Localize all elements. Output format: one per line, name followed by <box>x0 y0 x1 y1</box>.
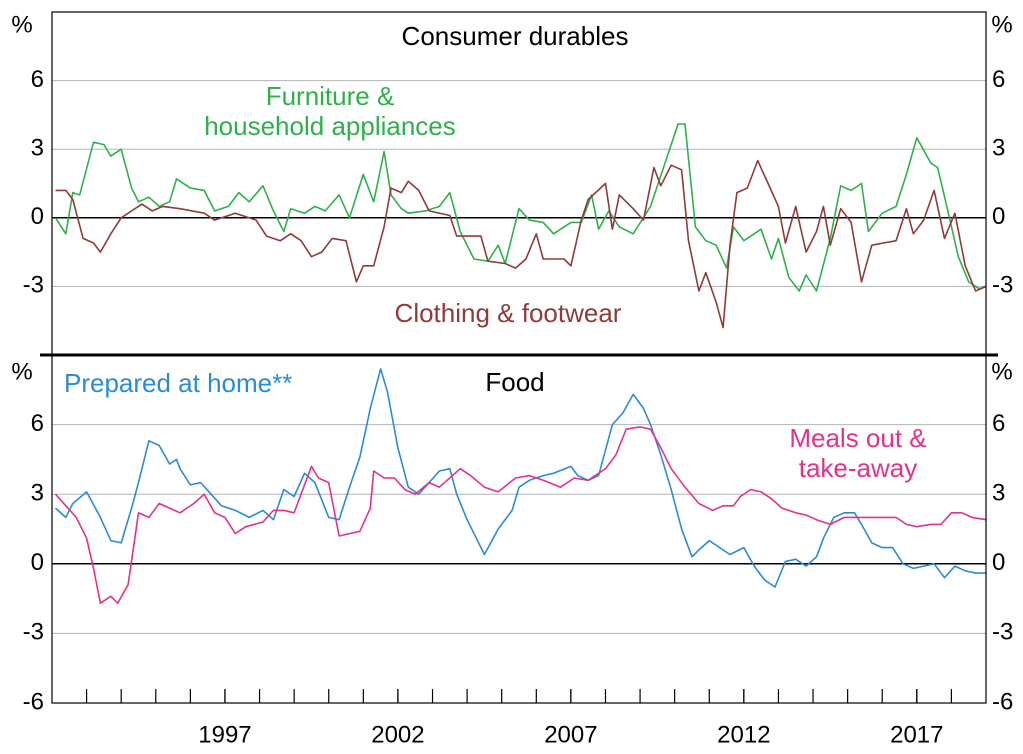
series-label: Furniture & household appliances <box>204 81 456 141</box>
series-label: Meals out & take-away <box>789 423 926 483</box>
series-line <box>54 123 987 292</box>
y-tick-label-right: 0 <box>992 203 1005 230</box>
y-tick-label: 3 <box>31 135 44 162</box>
y-tick-label: -3 <box>23 619 44 646</box>
y-tick-label: 3 <box>31 480 44 507</box>
series-label-line: Furniture & <box>266 81 395 111</box>
y-tick-label-right: 0 <box>992 549 1005 576</box>
plot-frame <box>51 11 987 704</box>
y-unit-right: % <box>991 358 1012 385</box>
series-label-line: household appliances <box>204 111 456 141</box>
y-unit-left: % <box>11 358 32 385</box>
series-label: Clothing & footwear <box>395 298 622 328</box>
x-tick-label: 2002 <box>371 721 424 748</box>
panel-title: Consumer durables <box>402 21 629 51</box>
series-label: Prepared at home** <box>64 368 292 398</box>
x-tick-label: 2012 <box>717 721 770 748</box>
y-tick-label-right: -6 <box>992 688 1013 715</box>
y-tick-label-right: 6 <box>992 66 1005 93</box>
y-tick-label: 6 <box>31 66 44 93</box>
y-tick-label-right: 3 <box>992 480 1005 507</box>
panel-title: Food <box>485 367 544 397</box>
y-tick-label: 0 <box>31 203 44 230</box>
series-label-line: Meals out & <box>789 423 926 453</box>
y-unit-left: % <box>11 11 32 38</box>
series-line <box>54 368 986 588</box>
y-tick-label-right: 3 <box>992 135 1005 162</box>
y-tick-label-right: 6 <box>992 410 1005 437</box>
grid-layer <box>52 80 986 634</box>
series-line <box>54 426 987 604</box>
series-line <box>55 159 987 329</box>
y-tick-label: 0 <box>31 549 44 576</box>
x-tick-label: 2007 <box>544 721 597 748</box>
series-label-line: take-away <box>799 453 918 483</box>
y-tick-label: -3 <box>23 272 44 299</box>
y-tick-label: 6 <box>31 410 44 437</box>
x-tick-label: 1997 <box>198 721 251 748</box>
y-tick-label-right: -3 <box>992 272 1013 299</box>
line-layer <box>54 123 987 604</box>
x-tick-label: 2017 <box>890 721 943 748</box>
y-unit-right: % <box>991 11 1012 38</box>
y-tick-label: -6 <box>23 688 44 715</box>
y-tick-label-right: -3 <box>992 619 1013 646</box>
